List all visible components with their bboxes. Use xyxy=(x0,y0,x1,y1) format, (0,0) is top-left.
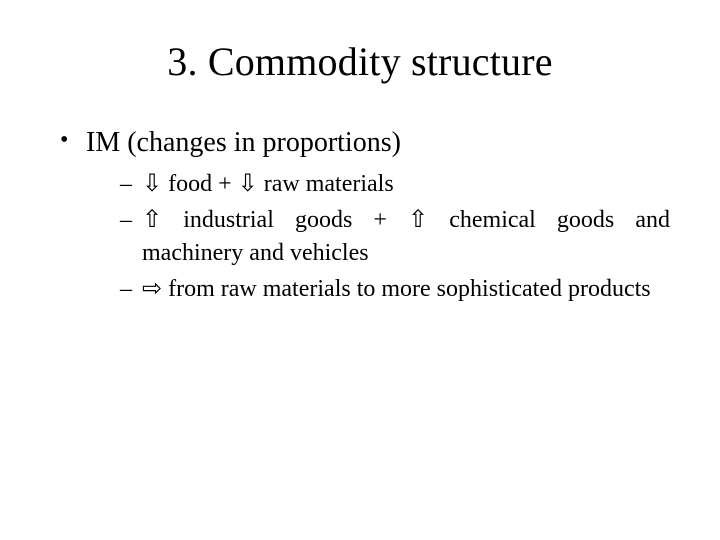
level2-text: food + xyxy=(162,171,238,197)
arrow-right-icon: ⇨ xyxy=(142,275,162,302)
bullet-list-level2: ⇩ food + ⇩ raw materials ⇧ industrial go… xyxy=(86,168,670,306)
arrow-up-icon: ⇧ xyxy=(408,206,428,233)
slide-title: 3. Commodity structure xyxy=(50,38,670,85)
level2-text: industrial goods + xyxy=(162,207,408,233)
arrow-down-icon: ⇩ xyxy=(238,170,258,197)
arrow-down-icon: ⇩ xyxy=(142,170,162,197)
slide: 3. Commodity structure IM (changes in pr… xyxy=(0,0,720,540)
level2-text: from raw materials to more sophisticated… xyxy=(162,276,651,302)
arrow-up-icon: ⇧ xyxy=(142,206,162,233)
level2-text: raw materials xyxy=(258,171,394,197)
list-item: ⇩ food + ⇩ raw materials xyxy=(120,168,670,200)
list-item: IM (changes in proportions) ⇩ food + ⇩ r… xyxy=(58,125,670,306)
bullet-list-level1: IM (changes in proportions) ⇩ food + ⇩ r… xyxy=(50,125,670,306)
level1-text: IM (changes in proportions) xyxy=(86,127,401,158)
list-item: ⇨ from raw materials to more sophisticat… xyxy=(120,273,670,305)
list-item: ⇧ industrial goods + ⇧ chemical goods an… xyxy=(120,204,670,269)
